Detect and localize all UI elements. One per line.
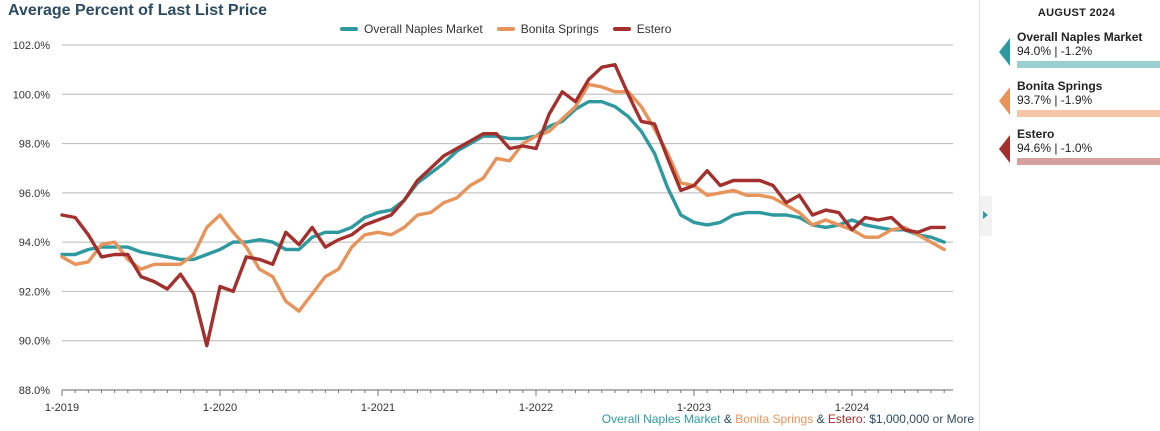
y-tick-label: 96.0% [19,188,50,200]
y-tick-label: 92.0% [19,286,50,298]
y-tick-label: 102.0% [13,40,51,52]
summary-card-overall-naples[interactable]: Overall Naples Market 94.0% | -1.2% [993,30,1160,78]
footnote-separator: & [813,412,828,426]
summary-card-value: 93.7% | -1.9% [1017,93,1093,107]
legend-item-bonita-springs[interactable]: Bonita Springs [496,22,599,36]
chevron-right-icon [983,211,988,219]
summary-card-bar [1017,61,1160,68]
chart-footnote: Overall Naples Market & Bonita Springs &… [602,412,974,426]
y-tick-label: 88.0% [19,385,50,397]
panel-divider [979,0,980,431]
summary-card-value: 94.0% | -1.2% [1017,44,1093,58]
legend-item-estero[interactable]: Estero [612,22,672,36]
y-axis-ticks: 88.0% 90.0% 92.0% 94.0% 96.0% 98.0% 100.0% 102.… [13,40,51,397]
series-line-overall-naples-market [60,99,946,262]
legend-label-overall-naples: Overall Naples Market [364,22,483,36]
y-tick-label: 94.0% [19,237,50,249]
legend-item-overall-naples[interactable]: Overall Naples Market [340,22,483,36]
x-tick-label: 1-2024 [835,402,869,414]
series-line-bonita-springs [60,82,946,313]
grid-lines [62,44,953,391]
pointer-left-icon [999,135,1010,163]
legend-swatch-overall-naples [340,27,358,31]
legend-swatch-estero [612,27,631,31]
summary-card-bar [1017,110,1160,117]
summary-card-bonita-springs[interactable]: Bonita Springs 93.7% | -1.9% [993,79,1160,127]
pointer-left-icon [999,38,1010,66]
footnote-estero: Estero [827,412,863,426]
x-tick-label: 1-2019 [45,402,79,414]
series-lines [60,62,946,348]
footnote-price-range: : $1,000,000 or More [862,412,974,426]
footnote-bonita-springs: Bonita Springs [735,412,814,426]
summary-month: AUGUST 2024 [1037,7,1116,19]
y-tick-label: 98.0% [19,139,50,151]
summary-card-name: Bonita Springs [1017,79,1103,93]
series-line-estero [60,62,946,348]
summary-sidebar: AUGUST 2024 Overall Naples Market 94.0% … [993,0,1160,431]
summary-card-bar [1017,158,1160,165]
x-tick-label: 1-2022 [519,402,553,414]
chart-title: Average Percent of Last List Price [8,2,268,19]
legend-label-bonita-springs: Bonita Springs [520,22,599,36]
line-chart: 88.0% 90.0% 92.0% 94.0% 96.0% 98.0% 100.0% 102.… [13,40,953,414]
footnote-separator: & [720,412,736,426]
legend-swatch-bonita-springs [496,27,515,31]
summary-card-value: 94.6% | -1.0% [1017,141,1093,155]
summary-card-name: Estero [1017,127,1055,141]
x-tick-label: 1-2020 [203,402,237,414]
summary-card-name: Overall Naples Market [1017,30,1143,44]
y-tick-label: 100.0% [13,89,51,101]
y-tick-label: 90.0% [19,336,50,348]
chart-legend: Overall Naples Market Bonita Springs Est… [340,22,671,36]
pointer-left-icon [999,87,1010,115]
x-axis: 1-2019 1-2020 1-2021 1-2022 1-2023 1-2024 [45,390,945,414]
collapse-sidebar-button[interactable] [980,196,992,236]
legend-label-estero: Estero [636,22,672,36]
x-tick-label: 1-2023 [677,402,711,414]
footnote-overall-naples: Overall Naples Market [601,412,721,426]
summary-card-estero[interactable]: Estero 94.6% | -1.0% [993,127,1160,175]
x-tick-label: 1-2021 [361,402,395,414]
